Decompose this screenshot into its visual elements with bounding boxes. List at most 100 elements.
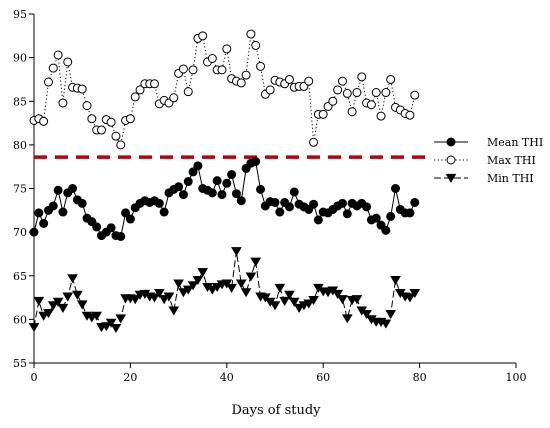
y-tick-label: 75 [13,183,27,196]
min-thi-point [149,293,160,303]
min-thi-point [76,300,88,310]
series-min-thi [28,247,421,334]
mean-thi-point [256,184,266,194]
max-thi-point [236,78,246,88]
y-tick-label: 65 [13,270,27,283]
max-thi-point [96,125,106,135]
mean-thi-point [121,208,131,218]
min-thi-point [197,268,209,278]
min-thi-point [178,288,189,298]
mean-thi-point [188,167,198,177]
max-thi-point [125,114,135,124]
max-thi-point [48,63,58,73]
max-thi-point [256,61,266,71]
max-thi-point [63,57,73,67]
max-thi-point [82,101,92,111]
min-thi-point [245,272,257,282]
min-thi-point [52,297,64,307]
mean-thi-point [386,211,396,221]
max-thi-point [246,29,256,39]
max-thi-point [169,93,179,103]
min-thi-point [57,303,69,313]
min-thi-point [337,295,348,305]
min-thi-point [100,322,112,332]
min-thi-point [279,296,290,306]
min-thi-point [38,311,49,321]
min-thi-point [173,279,184,289]
x-tick-label: 20 [123,371,137,384]
mean-thi-point [193,161,203,171]
max-thi-point [265,85,275,95]
max-thi-point [39,116,49,126]
mean-thi-point [337,198,347,208]
max-thi-point [284,74,294,84]
min-thi-point [91,311,102,321]
mean-thi-point [217,190,227,200]
y-tick-label: 55 [13,357,27,370]
mean-thi-point [207,188,217,198]
min-thi-point [231,247,242,257]
mean-thi-point [405,208,415,218]
max-thi-point [376,111,386,121]
y-tick-label: 70 [13,226,27,239]
min-thi-point [105,318,117,328]
max-thi-point [106,117,116,127]
max-thi-point [371,88,381,98]
max-thi-point [178,64,188,74]
mean-thi-point [236,196,246,206]
max-thi-point [135,85,145,95]
min-thi-point [67,274,78,284]
mean-thi-point [92,222,102,232]
min-thi-point [163,292,175,302]
y-tick-label: 95 [13,8,27,21]
x-tick-label: 60 [316,371,330,384]
min-thi-point [409,289,421,299]
min-thi-point [269,301,281,311]
max-thi-point [43,77,53,87]
mean-thi-point [231,189,241,199]
min-thi-point [361,309,372,320]
min-thi-point [341,314,353,324]
mean-thi-point [39,218,49,228]
mean-thi-point [58,207,68,217]
max-thi-point [352,88,362,98]
legend-label-mean-thi: Mean THI [487,136,543,149]
legend: Mean THI Max THI Min THI [434,136,543,185]
mean-thi-point [227,170,237,180]
max-thi-point [222,44,232,54]
mean-thi-point [371,213,381,223]
max-thi-point [318,109,328,119]
min-thi-point [226,283,237,293]
legend-marker-mean-thi [446,137,456,147]
legend-label-min-thi: Min THI [487,172,534,185]
mean-thi-point [212,176,222,186]
series-max-thi [29,29,420,150]
mean-thi-point [29,227,39,237]
mean-thi-point [251,156,261,166]
series-mean-thi [29,156,420,241]
max-thi-point [347,107,357,117]
min-thi-point [288,297,300,307]
min-thi-point [250,257,262,267]
y-tick-label: 85 [13,95,27,108]
mean-thi-point [275,207,285,217]
max-thi-point [251,40,261,50]
mean-thi-point [391,184,400,193]
x-tick-label: 80 [413,371,427,384]
plot-area: 55 60 65 70 75 80 85 90 95 0 20 40 60 80 100 [13,8,527,384]
min-thi-point [110,323,122,334]
max-thi-point [198,31,208,41]
min-thi-point [72,290,83,300]
mean-thi-point [106,223,116,233]
min-thi-point [380,319,392,329]
min-thi-point [240,288,252,298]
max-thi-point [111,131,121,141]
max-thi-point [183,87,193,97]
max-thi-point [342,88,352,98]
mean-thi-point [284,202,294,212]
min-thi-point [33,296,45,306]
y-tick-label: 60 [13,313,27,326]
y-tick-label: 80 [13,139,27,152]
mean-thi-point [77,198,87,208]
max-thi-point [87,114,97,124]
